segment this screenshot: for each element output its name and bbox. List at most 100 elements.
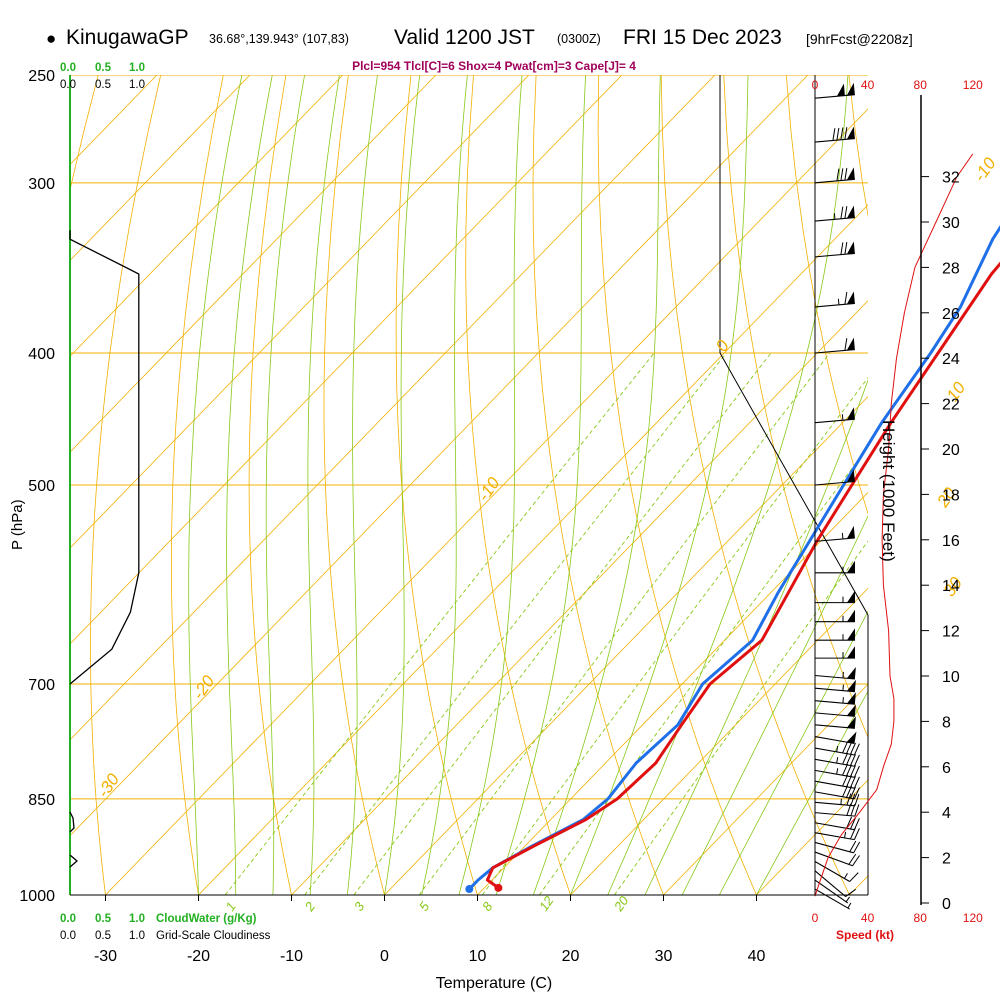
stability-indices: Plcl=954 Tlcl[C]=6 Shox=4 Pwat[cm]=3 Cap… — [352, 59, 636, 73]
moist-adiabat — [756, 690, 868, 895]
isotherm-line — [70, 75, 344, 357]
mixing-ratio-line — [418, 352, 831, 895]
temperature-tick-label: 20 — [562, 948, 580, 965]
height-tick-label: 0 — [942, 896, 951, 913]
barb-pennant — [846, 525, 855, 539]
barb-pennant — [846, 291, 855, 305]
height-tick-label: 28 — [942, 260, 960, 277]
barb-flag — [836, 168, 840, 182]
barb-flag — [854, 804, 860, 817]
pressure-tick-label: 300 — [28, 176, 55, 193]
wind-barb — [814, 337, 855, 354]
barb-half-flag — [845, 896, 850, 903]
speed-tick-top: 120 — [963, 78, 983, 92]
wind-barb — [814, 469, 855, 486]
barb-flag — [842, 752, 849, 765]
barb-half-flag — [841, 532, 844, 539]
barb-flag — [846, 742, 853, 754]
valid-zulu: (0300Z) — [557, 32, 601, 46]
wind-barb — [814, 879, 850, 904]
wind-barb — [814, 793, 860, 807]
temperature-profile — [485, 261, 1000, 890]
barb-staff — [814, 822, 855, 831]
pressure-tick-label: 850 — [28, 792, 55, 809]
temperature-axis-ticks: -30 -20 -10 0 10 20 30 40 — [94, 895, 766, 965]
barb-staff — [814, 758, 855, 767]
dry-adiabat — [395, 75, 478, 895]
cloudwater-top-scale: 0.0 0.5 1.0 0.0 0.5 1.0 — [60, 62, 145, 91]
barb-pennant — [846, 407, 855, 420]
surface-dewpoint-marker — [465, 885, 474, 894]
barb-staff — [814, 870, 846, 897]
dry-adiabat — [532, 75, 664, 895]
barb-flag — [849, 872, 859, 882]
cl-top-tick-2: 1.0 — [129, 79, 145, 91]
height-tick-label: 20 — [942, 442, 960, 459]
mixing-ratio-label: 5 — [416, 899, 433, 914]
height-tick-label: 4 — [942, 805, 951, 822]
isotherm-label: -30 — [93, 770, 123, 801]
cloudiness-label: Grid-Scale Cloudiness — [156, 930, 271, 942]
barb-staff — [814, 747, 855, 756]
barb-flag — [844, 206, 848, 219]
barb-staff — [814, 418, 855, 424]
temperature-tick-label: 10 — [469, 948, 487, 965]
height-tick-label: 6 — [942, 760, 951, 777]
moist-adiabat — [718, 610, 868, 895]
barb-staff — [814, 791, 855, 800]
wind-barb — [814, 667, 856, 680]
barb-pennant — [847, 560, 855, 573]
wind-barb — [814, 205, 855, 222]
upper-right-mask — [720, 75, 1000, 895]
barb-flag — [840, 242, 844, 255]
barb-half-flag — [842, 684, 844, 691]
barb-pennant — [846, 704, 856, 717]
barb-staff — [814, 736, 855, 745]
barb-pennant — [846, 667, 856, 680]
wind-barb — [815, 560, 855, 574]
cw-top-tick-2: 1.0 — [129, 62, 145, 74]
barb-half-flag — [841, 414, 844, 421]
barb-flag — [840, 206, 844, 219]
barb-flag — [849, 840, 857, 853]
dry-adiabat — [170, 75, 224, 895]
barb-half-flag — [847, 902, 852, 909]
barb-staff — [814, 712, 855, 717]
isotherm-label: -10 — [474, 473, 504, 504]
barb-staff — [814, 812, 855, 817]
barb-staff — [814, 879, 849, 904]
wind-barb — [814, 704, 856, 717]
barb-flag — [846, 753, 853, 766]
background-lines — [70, 75, 868, 895]
barb-flag — [842, 741, 849, 754]
barb-flag — [836, 127, 840, 141]
pressure-axis: 250 300 400 500 700 850 1000 — [19, 68, 55, 905]
moist-adiabat — [384, 75, 421, 895]
wind-barb — [814, 126, 855, 143]
barb-half-flag — [842, 671, 844, 678]
barb-flag — [853, 743, 860, 756]
barb-flag — [840, 127, 844, 140]
isotherm-line — [663, 683, 868, 895]
wind-barb — [814, 861, 859, 883]
wind-barb — [814, 888, 852, 910]
moist-adiabat — [532, 75, 661, 895]
mixing-ratio-label: 12 — [536, 893, 557, 914]
cw-top-tick-0: 0.0 — [60, 62, 76, 74]
wind-barb — [814, 291, 855, 308]
dry-adiabat — [660, 75, 850, 895]
barb-flag — [848, 853, 857, 865]
speed-tick-bottom: 0 — [812, 911, 819, 925]
barb-staff — [814, 94, 855, 99]
pressure-tick-label: 1000 — [19, 888, 55, 905]
wind-barb — [814, 752, 860, 767]
pressure-tick-label: 500 — [28, 478, 55, 495]
cl-bot-tick-1: 0.5 — [95, 930, 111, 942]
wind-barb — [814, 763, 860, 778]
wind-barb — [814, 241, 855, 258]
barb-half-flag — [833, 213, 836, 220]
barb-staff — [814, 348, 855, 354]
cl-bot-tick-2: 1.0 — [129, 930, 145, 942]
